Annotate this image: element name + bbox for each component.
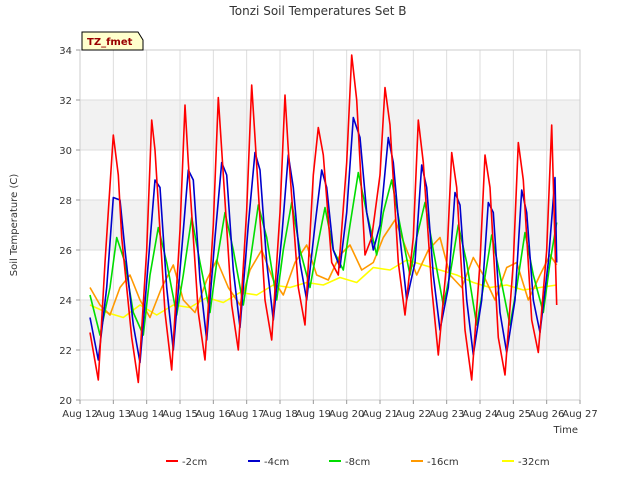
x-tick-label: Aug 12 [62, 409, 97, 420]
legend-item: -32cm [502, 457, 550, 468]
badge-box [81, 31, 144, 51]
legend-label: -2cm [182, 457, 207, 468]
y-tick-label: 34 [59, 46, 72, 57]
legend-label: -32cm [518, 457, 550, 468]
x-tick-label: Aug 19 [296, 409, 331, 420]
series-line-minus-4cm [89, 116, 558, 364]
y-tick-label: 26 [59, 246, 72, 257]
y-tick-label: 28 [59, 196, 72, 207]
y-axis-ticks: 20 22 24 26 28 30 32 34 [59, 46, 80, 407]
plot-frame [79, 49, 581, 401]
legend-label: -16cm [427, 457, 459, 468]
x-tick-label: Aug 14 [129, 409, 164, 420]
x-tick-label: Aug 15 [162, 409, 197, 420]
plot-band [80, 100, 580, 150]
y-tick-label: 30 [59, 146, 72, 157]
x-tick-label: Aug 13 [96, 409, 131, 420]
x-tick-label: Aug 17 [229, 409, 264, 420]
x-tick-label: Aug 21 [362, 409, 397, 420]
plot-band [80, 350, 580, 400]
legend: -2cm -4cm -8cm -16cm -32cm [166, 457, 550, 468]
y-tick-label: 20 [59, 396, 72, 407]
x-tick-label: Aug 27 [562, 409, 597, 420]
x-tick-label: Aug 24 [462, 409, 497, 420]
legend-label: -8cm [345, 457, 370, 468]
legend-label: -4cm [264, 457, 289, 468]
plot-band [80, 150, 580, 200]
plot-band [80, 50, 580, 100]
x-tick-label: Aug 23 [429, 409, 464, 420]
y-tick-label: 24 [59, 296, 72, 307]
x-tick-label: Aug 18 [262, 409, 297, 420]
legend-item: -4cm [248, 457, 289, 468]
legend-item: -16cm [411, 457, 459, 468]
legend-item: -8cm [329, 457, 370, 468]
station-badge: TZ_fmet [81, 31, 144, 51]
legend-item: -2cm [166, 457, 207, 468]
y-tick-label: 32 [59, 96, 72, 107]
x-axis-title: Time [553, 425, 578, 436]
series-line-minus-2cm [89, 54, 558, 384]
series-layer [89, 54, 558, 384]
chart-title: Tonzi Soil Temperatures Set B [229, 4, 407, 18]
x-tick-label: Aug 16 [196, 409, 231, 420]
y-tick-label: 22 [59, 346, 72, 357]
y-axis-title: Soil Temperature (C) [9, 174, 20, 277]
x-tick-label: Aug 22 [396, 409, 431, 420]
x-tick-label: Aug 26 [529, 409, 564, 420]
x-tick-label: Aug 25 [496, 409, 531, 420]
badge-label: TZ_fmet [87, 37, 133, 48]
x-tick-label: Aug 20 [329, 409, 364, 420]
